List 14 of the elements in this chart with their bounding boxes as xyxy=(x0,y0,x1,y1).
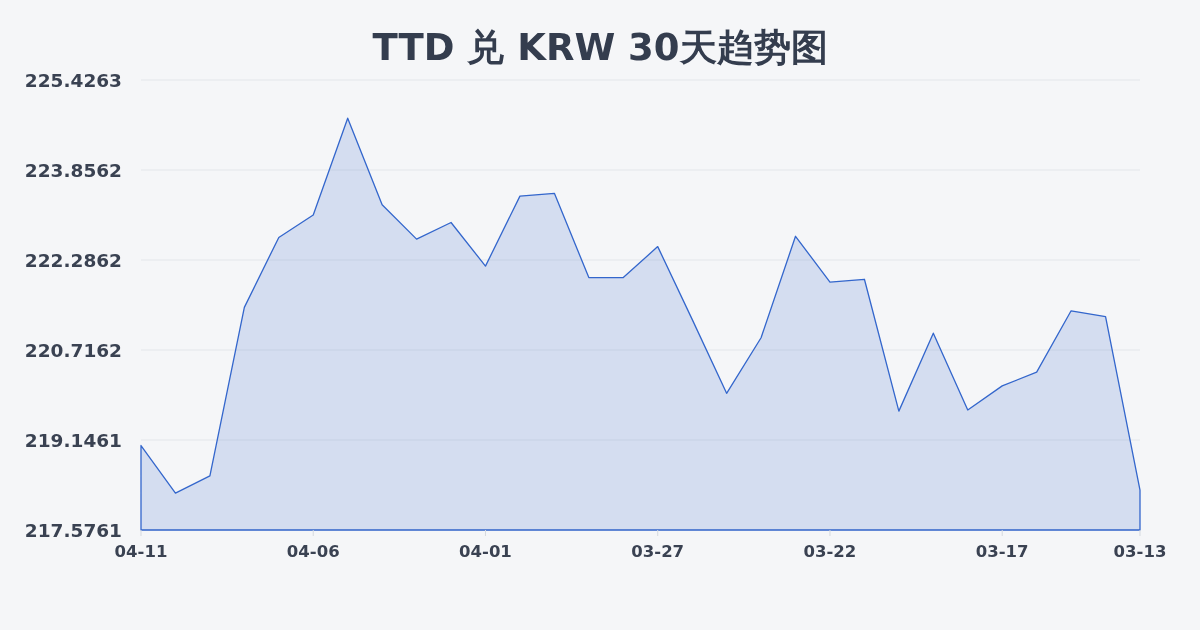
y-tick-label: 223.8562 xyxy=(24,160,122,181)
y-tick-label: 219.1461 xyxy=(24,430,122,451)
y-tick-label: 220.7162 xyxy=(24,340,122,361)
x-tick-label: 03-22 xyxy=(803,542,857,561)
x-tick-label: 04-11 xyxy=(114,542,168,561)
x-tick-label: 03-13 xyxy=(1113,542,1167,561)
y-tick-label: 222.2862 xyxy=(24,250,122,271)
x-tick-label: 03-17 xyxy=(975,542,1029,561)
chart-title: TTD 兑 KRW 30天趋势图 xyxy=(372,26,828,69)
x-tick-label: 03-27 xyxy=(631,542,685,561)
y-tick-label: 225.4263 xyxy=(24,70,122,91)
x-tick-label: 04-01 xyxy=(459,542,512,561)
y-tick-label: 217.5761 xyxy=(24,520,122,541)
x-tick-label: 04-06 xyxy=(286,542,340,561)
